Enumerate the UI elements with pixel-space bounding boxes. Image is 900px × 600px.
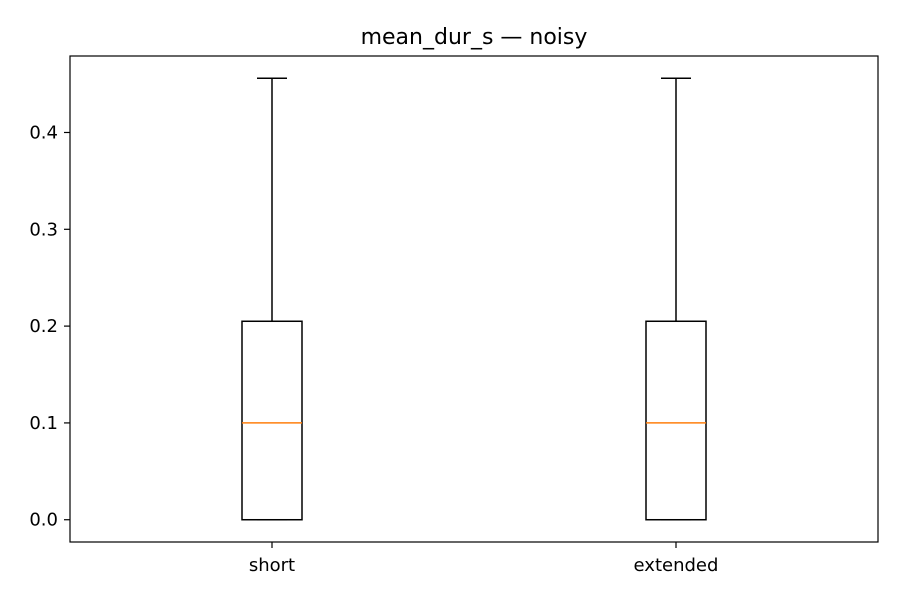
chart-title: mean_dur_s — noisy [361, 25, 588, 50]
iqr-box [241, 320, 303, 521]
plot-frame [69, 55, 879, 543]
box-extended [645, 77, 707, 521]
x-tick-label: extended [634, 555, 719, 576]
y-axis: 0.0 0.1 0.2 0.3 0.4 [29, 122, 70, 531]
y-tick-label: 0.4 [29, 122, 58, 143]
iqr-box [645, 320, 707, 521]
y-tick-label: 0.3 [29, 219, 58, 240]
y-tick-label: 0.1 [29, 413, 58, 434]
x-tick-label: short [249, 555, 295, 576]
y-tick-label: 0.2 [29, 316, 58, 337]
box-series [241, 77, 707, 521]
x-axis: short extended [249, 542, 719, 576]
y-tick-label: 0.0 [29, 510, 58, 531]
box-short [241, 77, 303, 521]
